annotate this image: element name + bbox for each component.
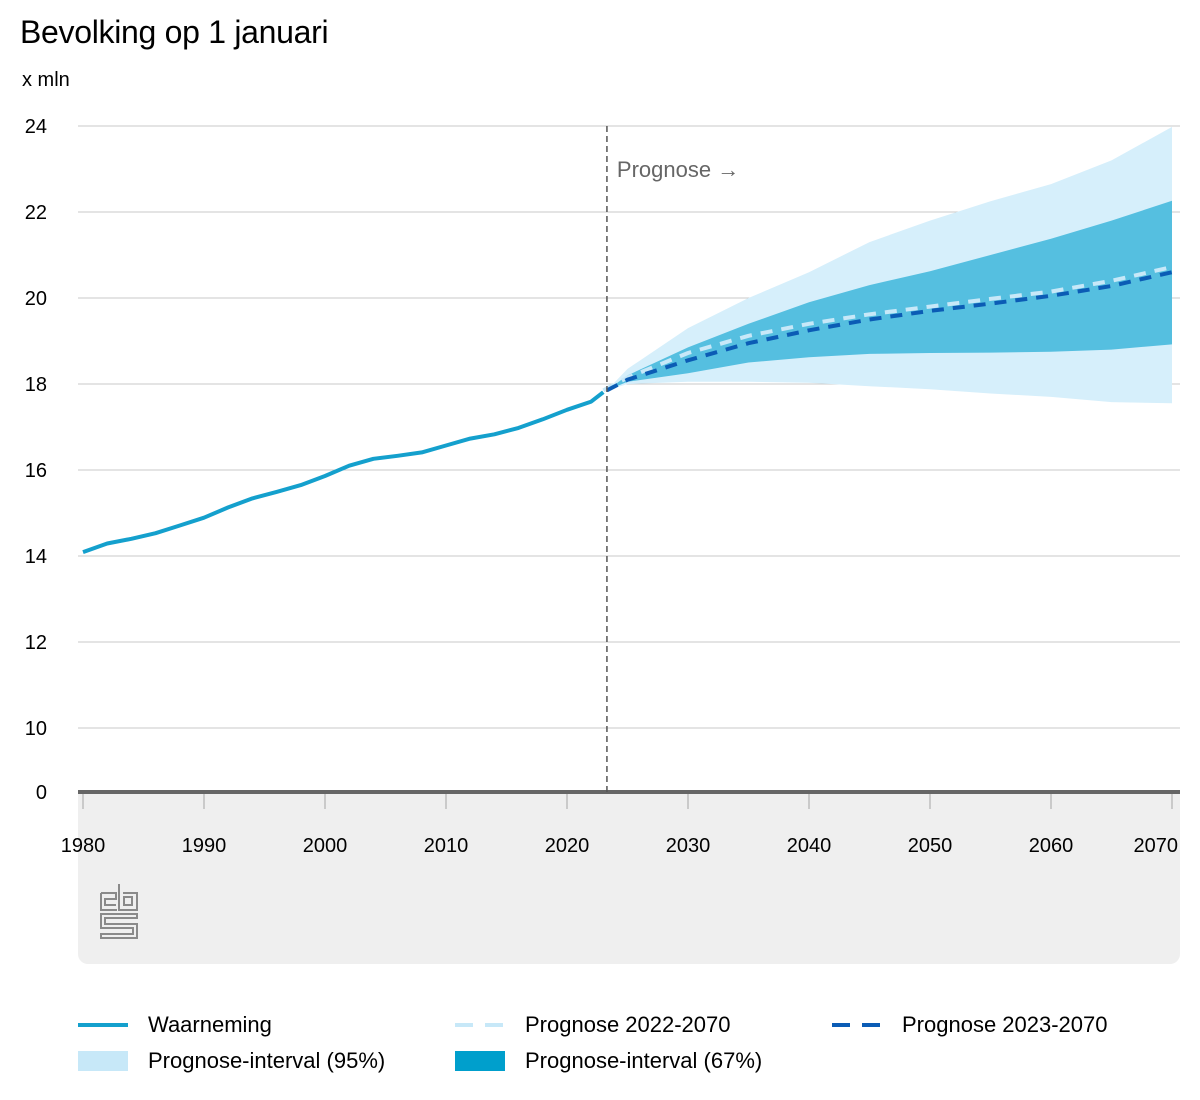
legend-item-prognose-2023[interactable]: Prognose 2023-2070	[832, 1012, 1108, 1038]
y-tick-label: 16	[25, 460, 47, 482]
y-tick-label: 20	[25, 288, 47, 310]
legend-label: Prognose-interval (95%)	[148, 1048, 386, 1073]
x-tick-label: 1990	[182, 835, 227, 857]
x-tick-labels: 1980 1990 2000 2010 2020 2030 2040 2050 2060 2070	[61, 835, 1178, 857]
y-axis-unit-label: x mln	[22, 69, 70, 91]
x-tick-label: 1980	[61, 835, 106, 857]
y-tick-label: 12	[25, 632, 47, 654]
legend-item-interval-95[interactable]: Prognose-interval (95%)	[78, 1048, 385, 1074]
y-tick-label: 18	[25, 374, 47, 396]
population-chart: 0 10 12 14 16 18 20 22 24 1980 1990 2000 2010 2020 20…	[25, 116, 1180, 857]
y-tick-label: 22	[25, 202, 47, 224]
x-tick-label: 2060	[1029, 835, 1074, 857]
cbs-logo-icon	[100, 884, 138, 939]
legend-swatch-observed	[78, 1015, 128, 1035]
x-axis	[78, 790, 1180, 809]
legend-label: Prognose 2023-2070	[902, 1012, 1108, 1037]
x-tick-label: 2030	[666, 835, 711, 857]
chart-title: Bevolking op 1 januari	[20, 14, 329, 50]
x-tick-label: 2040	[787, 835, 832, 857]
legend-item-interval-67[interactable]: Prognose-interval (67%)	[455, 1048, 762, 1074]
x-tick-label: 2000	[303, 835, 348, 857]
x-tick-label: 2050	[908, 835, 953, 857]
observed-line	[82, 390, 605, 554]
y-tick-label: 24	[25, 116, 47, 138]
y-tick-label: 14	[25, 546, 47, 568]
y-tick-labels: 0 10 12 14 16 18 20 22 24	[25, 116, 47, 804]
prognosis-2022-line	[602, 265, 1173, 393]
legend-label: Waarneming	[148, 1012, 272, 1037]
y-tick-label: 10	[25, 718, 47, 740]
forecast-annotation: Prognose →	[617, 157, 739, 182]
legend-swatch-interval-67	[455, 1051, 505, 1071]
legend-swatch-prognosis-2023	[832, 1015, 882, 1035]
legend-swatch-prognosis-2022	[455, 1015, 505, 1035]
x-tick-label: 2020	[545, 835, 590, 857]
y-tick-label: 0	[36, 782, 47, 804]
legend-item-prognose-2022[interactable]: Prognose 2022-2070	[455, 1012, 731, 1038]
legend-item-waarneming[interactable]: Waarneming	[78, 1012, 272, 1038]
series-lines	[82, 265, 1173, 554]
legend-swatch-interval-95	[78, 1051, 128, 1071]
x-axis-panel	[78, 792, 1180, 964]
x-tick-label: 2070	[1134, 835, 1179, 857]
prognosis-2023-line	[605, 270, 1173, 393]
legend-label: Prognose 2022-2070	[525, 1012, 731, 1037]
x-tick-label: 2010	[424, 835, 469, 857]
legend-label: Prognose-interval (67%)	[525, 1048, 763, 1073]
